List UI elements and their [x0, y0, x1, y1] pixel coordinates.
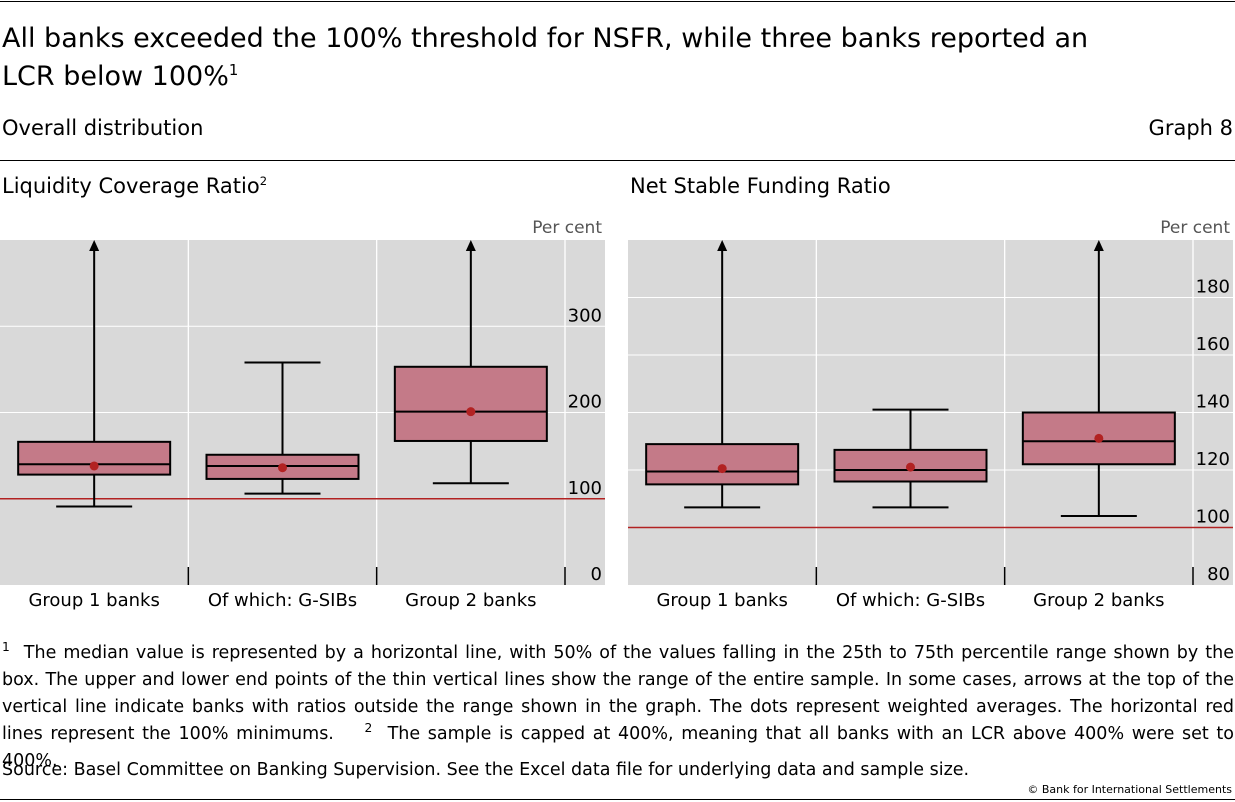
y-tick-label: 160	[1196, 334, 1230, 355]
category-label: Group 1 banks	[656, 590, 787, 611]
y-tick-label: 100	[1196, 507, 1230, 528]
y-tick-label: 140	[1196, 392, 1230, 413]
header-rule	[0, 160, 1235, 161]
nsfr-panel-title: Net Stable Funding Ratio	[630, 174, 891, 198]
outlier-arrow	[717, 240, 728, 251]
graph-title-text: All banks exceeded the 100% threshold fo…	[2, 23, 1089, 92]
iqr-box	[393, 365, 548, 442]
lcr-title-footnote-marker: 2	[259, 174, 268, 188]
outlier-arrow	[1093, 240, 1104, 251]
category-label: Group 1 banks	[28, 590, 159, 611]
footnote-1-text: The median value is represented by a hor…	[2, 643, 1234, 744]
title-footnote-marker: 1	[228, 61, 239, 79]
category-label: Group 2 banks	[1033, 590, 1164, 611]
mean-dot	[1094, 433, 1104, 443]
graph-number: Graph 8	[1148, 116, 1233, 140]
mean-dot	[717, 464, 727, 474]
outlier-arrow	[89, 240, 100, 251]
footnotes: 1 The median value is represented by a h…	[2, 640, 1234, 775]
y-tick-label: 300	[568, 305, 602, 326]
lcr-panel-title: Liquidity Coverage Ratio2	[2, 174, 267, 198]
y-tick-label: 0	[591, 564, 602, 585]
graph-title: All banks exceeded the 100% threshold fo…	[2, 20, 1102, 96]
mean-dot	[89, 461, 99, 471]
nsfr-title-text: Net Stable Funding Ratio	[630, 174, 891, 198]
y-tick-label: 80	[1207, 564, 1230, 585]
lcr-chart: 0 100 200 300 Per cent Group 1 banks Of which:…	[0, 218, 605, 611]
footnote-1-marker: 1	[2, 640, 10, 655]
outlier-arrow	[465, 240, 476, 251]
source-note: Source: Basel Committee on Banking Super…	[2, 760, 970, 780]
unit-label: Per cent	[532, 218, 602, 238]
footnote-2-text: The sample is capped at 400%, meaning th…	[2, 724, 1234, 771]
y-tick-label: 200	[568, 392, 602, 413]
category-label: Group 2 banks	[405, 590, 536, 611]
y-tick-label: 120	[1196, 449, 1230, 470]
unit-label: Per cent	[1160, 218, 1230, 238]
y-tick-label: 100	[568, 478, 602, 499]
footnote-2-marker: 2	[364, 721, 373, 736]
category-label: Of which: G-SIBs	[836, 590, 985, 611]
copyright: © Bank for International Settlements	[1027, 783, 1232, 796]
mean-dot	[466, 407, 476, 417]
category-label: Of which: G-SIBs	[208, 590, 357, 611]
top-rule	[0, 1, 1235, 2]
mean-dot	[906, 462, 915, 472]
nsfr-chart: 80 100 120 140 160 180 Per cent Group 1 banks Of…	[628, 218, 1233, 611]
y-tick-label: 180	[1196, 277, 1230, 298]
graph-subtitle: Overall distribution	[2, 116, 204, 140]
lcr-title-text: Liquidity Coverage Ratio	[2, 174, 260, 198]
bottom-rule	[0, 799, 1235, 800]
mean-dot	[278, 463, 287, 473]
